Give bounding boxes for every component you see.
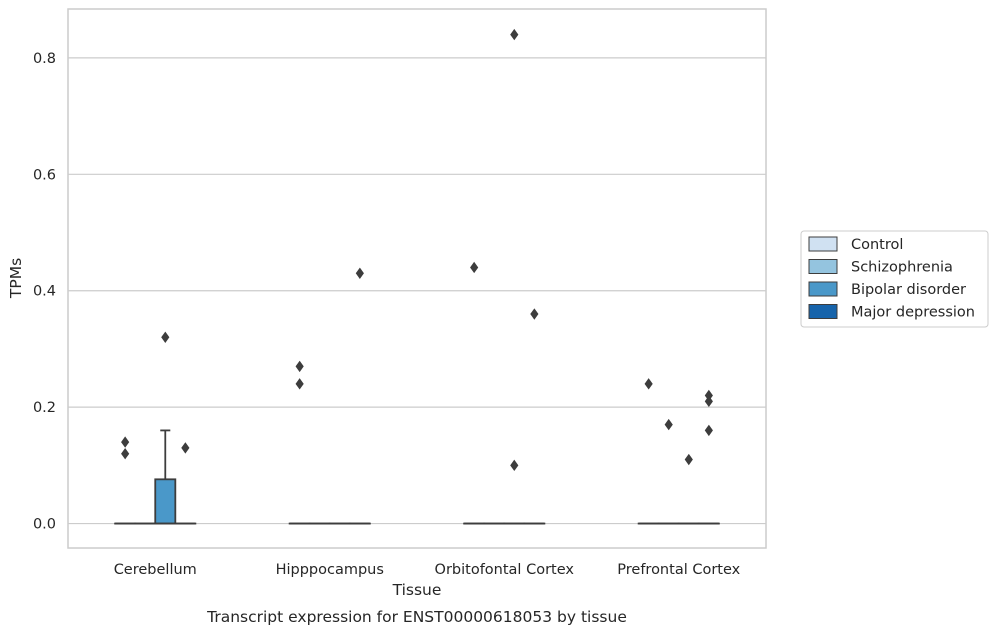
x-axis-label: Tissue bbox=[392, 581, 442, 599]
y-tick-label: 0.6 bbox=[33, 167, 56, 183]
legend: Control Schizophrenia Bipolar disorder Majo… bbox=[800, 230, 989, 328]
legend-label: Control bbox=[851, 237, 903, 253]
legend-frame bbox=[800, 230, 989, 328]
legend-swatch bbox=[808, 259, 838, 274]
outlier-point bbox=[295, 360, 304, 373]
x-tick-label: Prefrontal Cortex bbox=[617, 562, 740, 578]
plot-frame bbox=[67, 8, 767, 549]
outlier-point bbox=[121, 448, 130, 460]
x-tick-label: Hipppocampus bbox=[276, 562, 384, 578]
chart-caption: Transcript expression for ENST0000061805… bbox=[206, 608, 627, 626]
outlier-point bbox=[121, 436, 130, 448]
legend-item: Control bbox=[808, 236, 903, 253]
outlier-point bbox=[684, 453, 693, 466]
outlier-point bbox=[510, 28, 519, 41]
outlier-point bbox=[161, 331, 170, 343]
outlier-point bbox=[704, 395, 713, 408]
legend-swatch bbox=[808, 281, 838, 297]
y-axis-label: TPMs bbox=[7, 258, 25, 299]
outlier-point bbox=[355, 267, 364, 279]
y-tick-label: 0.4 bbox=[33, 284, 56, 300]
x-tick-label: Orbitofontal Cortex bbox=[435, 562, 575, 578]
outlier-point bbox=[295, 378, 304, 390]
legend-item: Schizophrenia bbox=[808, 259, 953, 276]
outlier-point bbox=[704, 424, 713, 437]
box-bipolar-disorder bbox=[154, 429, 177, 525]
outlier-point bbox=[664, 418, 673, 431]
legend-swatch bbox=[808, 304, 838, 319]
box-body bbox=[154, 478, 177, 525]
y-tick-label: 0.2 bbox=[33, 400, 56, 416]
outlier-point bbox=[470, 261, 479, 274]
y-axis-ticks: 0.0 0.2 0.4 0.6 0.8 bbox=[33, 51, 56, 533]
gridlines bbox=[68, 57, 766, 525]
legend-label: Schizophrenia bbox=[851, 260, 953, 276]
y-tick-label: 0.8 bbox=[33, 51, 56, 67]
x-tick-label: Cerebellum bbox=[114, 562, 197, 578]
outliers bbox=[121, 28, 713, 472]
outlier-point bbox=[644, 378, 653, 390]
x-axis-ticks: Cerebellum Hipppocampus Orbitofontal Corte… bbox=[114, 562, 741, 578]
legend-item: Major depression bbox=[808, 304, 975, 321]
outlier-point bbox=[530, 308, 539, 320]
y-tick-label: 0.0 bbox=[33, 517, 56, 533]
legend-swatch bbox=[808, 236, 838, 252]
outlier-point bbox=[181, 442, 190, 454]
outlier-point bbox=[510, 459, 519, 472]
boxes bbox=[114, 429, 720, 525]
legend-item: Bipolar disorder bbox=[808, 281, 966, 298]
legend-label: Bipolar disorder bbox=[851, 282, 966, 298]
legend-label: Major depression bbox=[851, 305, 975, 321]
